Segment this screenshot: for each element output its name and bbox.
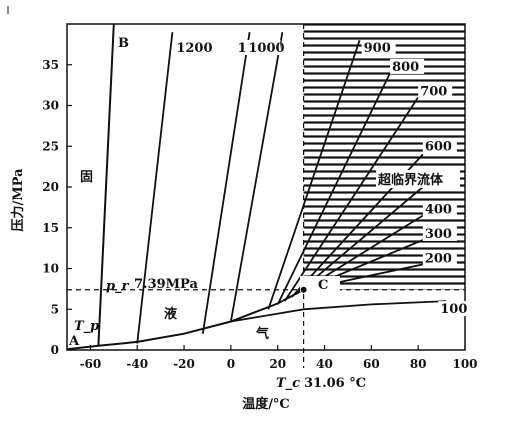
x-tick-label: 60	[363, 357, 380, 371]
point-label-tp: T_p	[74, 319, 99, 334]
y-tick-label: 20	[42, 180, 59, 194]
series-label-bg-100	[438, 301, 473, 317]
x-tick-label: -40	[126, 357, 148, 371]
supercritical-hatch-region	[303, 24, 465, 290]
x-axis-title: 温度/°C	[242, 396, 290, 412]
series-line-1000	[230, 32, 284, 322]
y-tick-label: 25	[42, 139, 59, 153]
phase-boundary-curves	[67, 24, 305, 350]
x-tick-label: 40	[316, 357, 333, 371]
x-tick-label: 100	[452, 357, 477, 371]
critical-temperature-symbol: T_c	[276, 376, 300, 391]
y-tick-label: 10	[42, 262, 59, 276]
x-tick-label: -20	[173, 357, 195, 371]
y-tick-label: 35	[42, 58, 59, 72]
region-label-supercritical: 超临界流体	[378, 172, 444, 188]
series-label-bg-1200	[174, 40, 209, 55]
critical-pressure-symbol: p_r	[106, 279, 130, 294]
series-line-900	[267, 40, 361, 310]
series-label-bg-200	[422, 250, 457, 266]
point-label-a: A	[68, 334, 80, 349]
phase-curve-sublimation	[67, 344, 99, 350]
series-label-1200: 1200	[176, 41, 212, 56]
x-axis-ticks: -60 -40 -20 0 20 40 60 80 100	[80, 345, 478, 371]
y-tick-label: 5	[51, 302, 59, 316]
series-line-100	[230, 300, 447, 323]
series-line-1100	[201, 32, 251, 334]
phase-curve-melting	[97, 24, 115, 346]
region-label-liquid: 液	[164, 306, 177, 322]
series-label-400: 400	[425, 203, 452, 218]
y-tick-label: 15	[42, 221, 59, 235]
x-tick-label: 0	[227, 357, 235, 371]
series-line-800	[276, 72, 391, 305]
region-label-solid: 固	[80, 170, 93, 185]
series-label-600: 600	[425, 139, 452, 154]
y-tick-label: 0	[51, 343, 59, 357]
y-tick-label: 30	[42, 99, 59, 113]
point-label-b: B	[118, 36, 129, 51]
series-label-bg-600	[422, 138, 457, 154]
critical-point-label-background	[300, 276, 340, 292]
series-label-bg-400	[422, 201, 457, 217]
series-label-bg-300	[422, 225, 457, 241]
supercritical-label-background	[376, 170, 460, 188]
x-tick-label: 80	[410, 357, 427, 371]
x-tick-label: 20	[269, 357, 286, 371]
series-line-700	[283, 96, 419, 302]
series-label-bg-700	[418, 83, 453, 99]
point-label-c: C	[318, 278, 328, 293]
critical-temperature-label: 31.06 °C	[304, 376, 366, 391]
series-label-700: 700	[420, 84, 447, 99]
y-axis-ticks: 0 5 10 15 20 25 30 35	[42, 58, 72, 357]
phase-curve-vaporization	[98, 288, 305, 347]
series-label-800: 800	[392, 60, 419, 75]
series-label-bg-1000	[246, 40, 281, 55]
series-label-bg-900	[361, 40, 396, 55]
series-label-1000: 1000	[248, 41, 284, 56]
series-label-200: 200	[425, 251, 452, 266]
series-labels: 120011001000900800700600500400300200100	[174, 40, 473, 317]
series-label-900: 900	[364, 41, 391, 56]
series-label-100: 100	[440, 302, 467, 317]
x-tick-label: -60	[80, 357, 102, 371]
series-label-300: 300	[425, 227, 452, 242]
series-label-bg-800	[390, 58, 425, 74]
region-label-gas: 气	[256, 326, 269, 342]
critical-pressure-label: 7.39MPa	[134, 277, 198, 292]
critical-point-dot	[300, 286, 307, 293]
series-line-1200	[136, 32, 174, 344]
y-axis-title: 压力/MPa	[10, 168, 26, 232]
